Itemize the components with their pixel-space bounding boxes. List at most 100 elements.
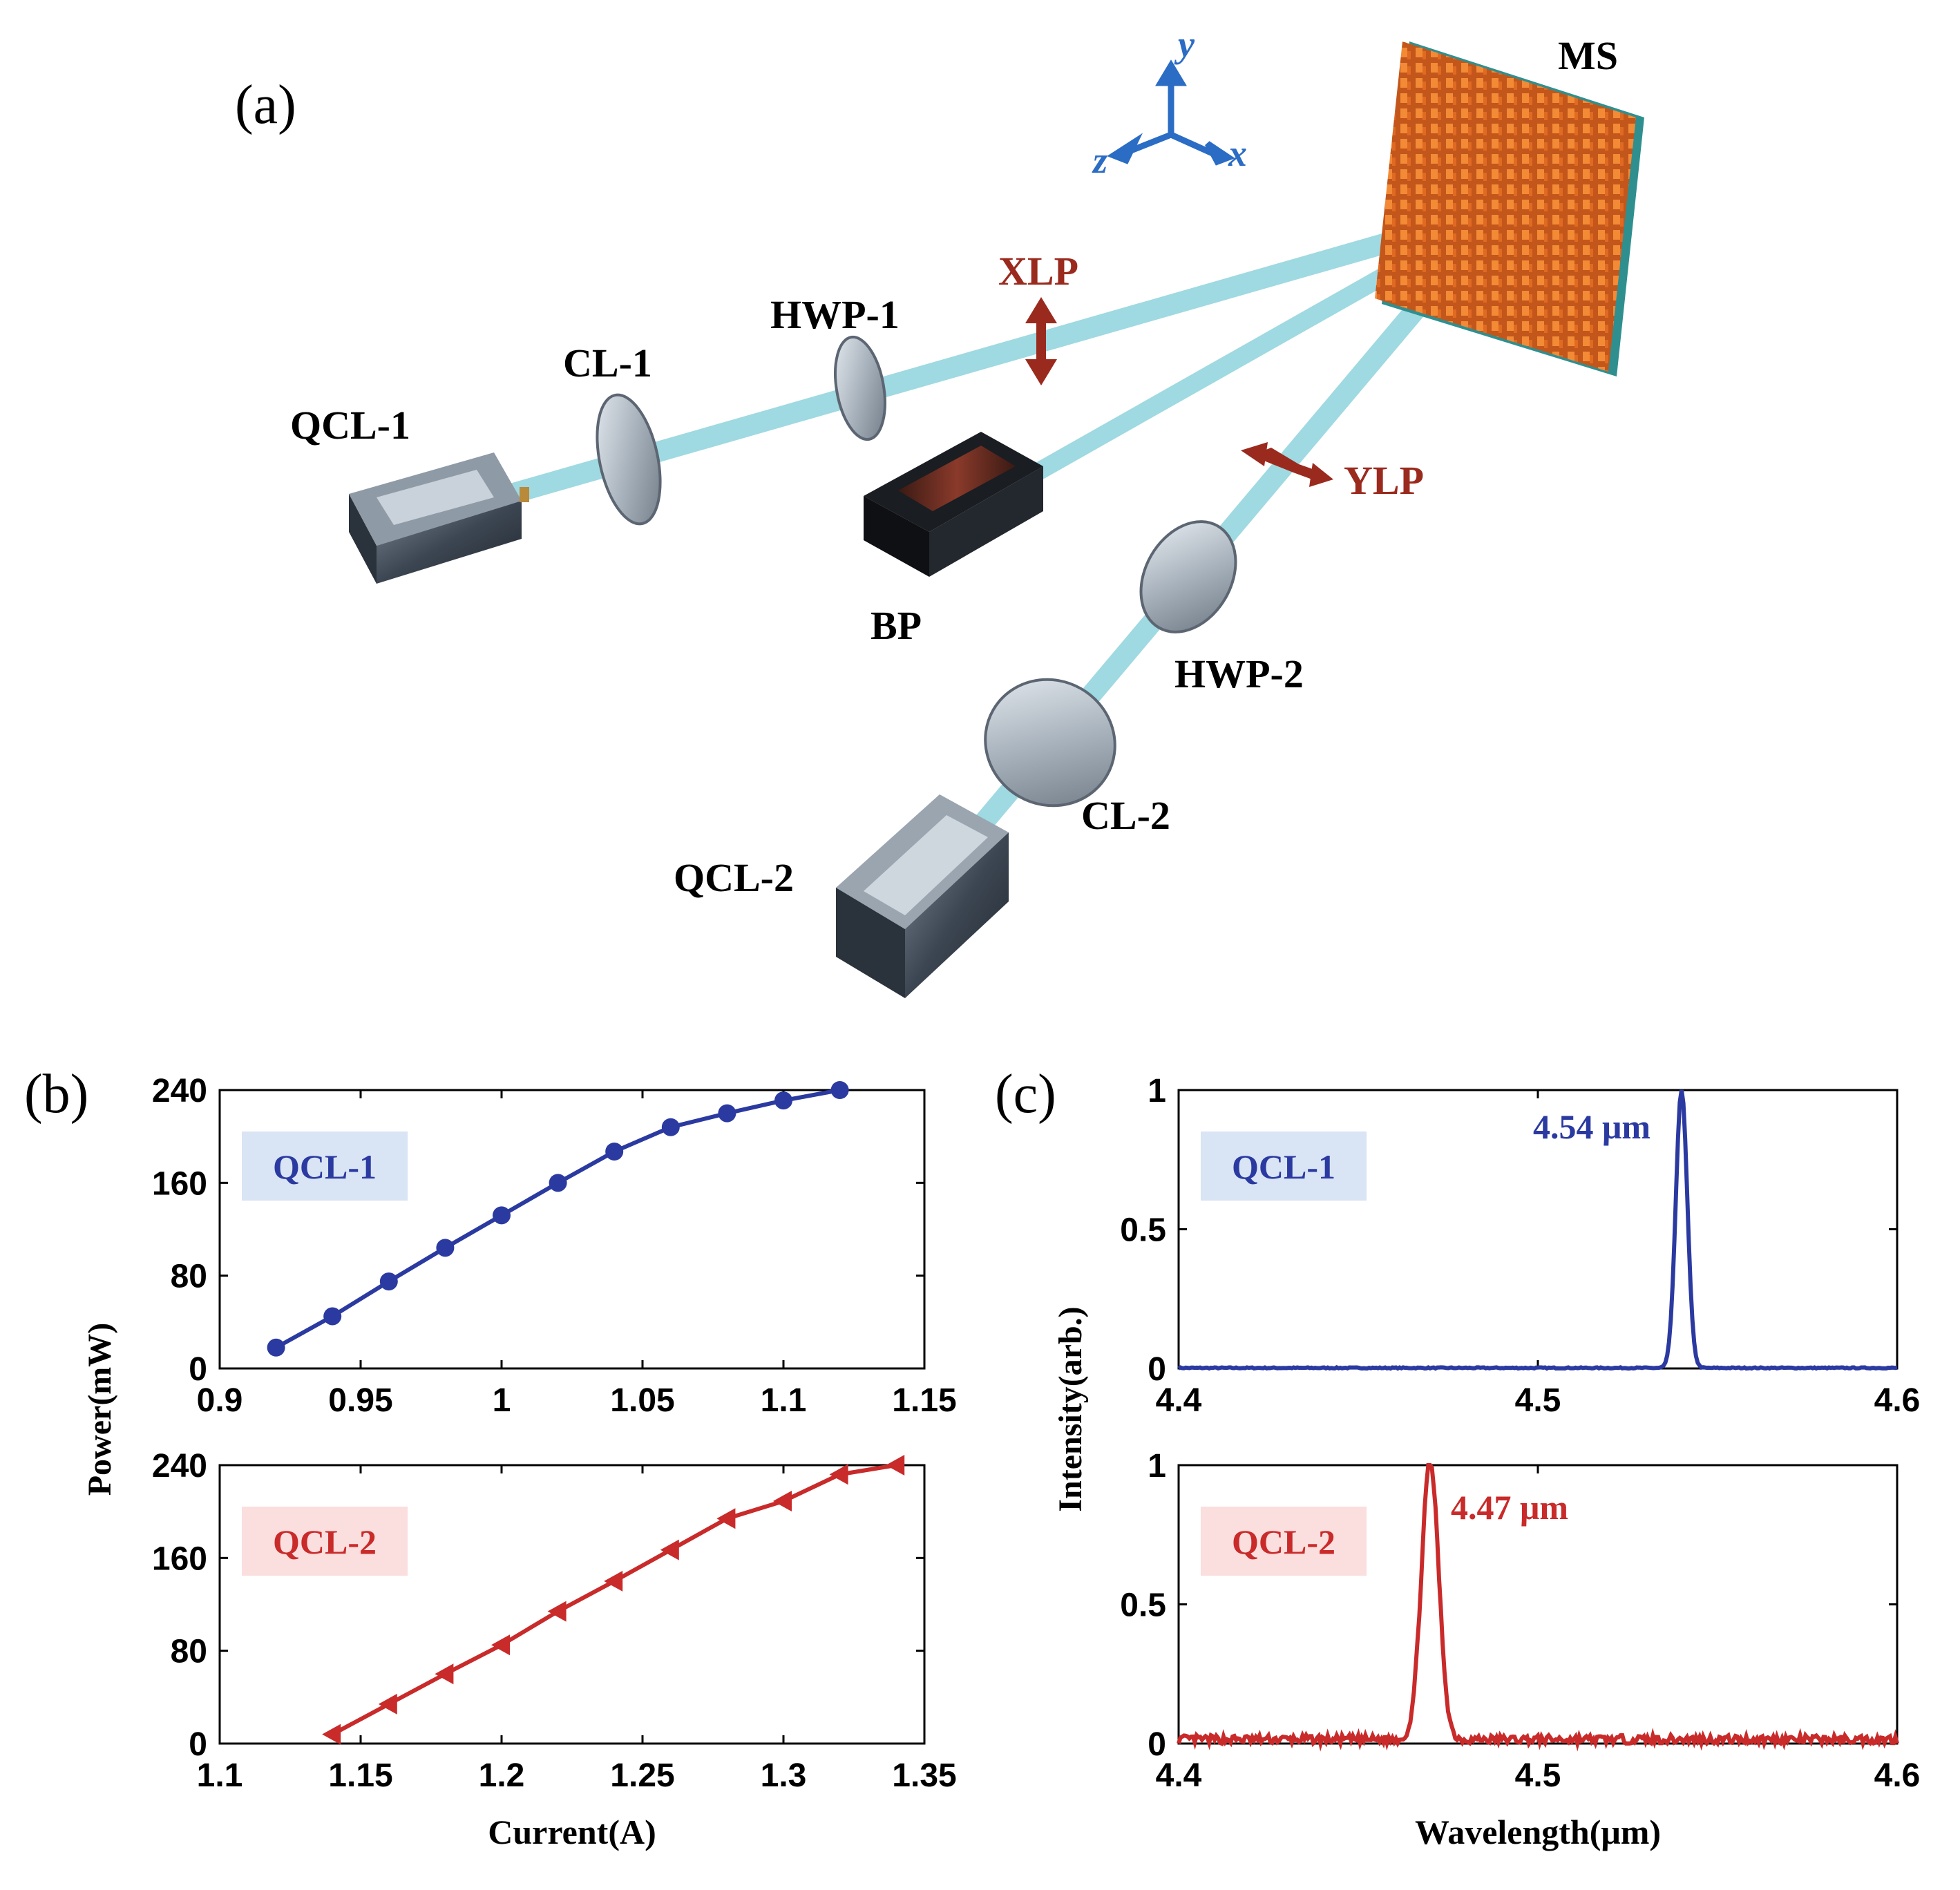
x-tick-label: 4.4 bbox=[1156, 1757, 1202, 1794]
axis-triad bbox=[1107, 59, 1235, 166]
x-tick-label: 1.35 bbox=[892, 1757, 956, 1794]
y-tick-label: 0 bbox=[189, 1726, 207, 1763]
label-hwp1: HWP-1 bbox=[770, 292, 900, 337]
data-point bbox=[491, 1634, 510, 1656]
legend-box bbox=[1201, 1132, 1367, 1201]
xlp-arrow bbox=[1025, 297, 1057, 385]
y-tick-label: 1 bbox=[1148, 1448, 1166, 1485]
axis-z-label: z bbox=[1092, 140, 1107, 181]
plot-c-bottom: 4.4 4.5 4.6 0 0.5 1 QCL-2 4.47 μm Wavelength(μm) bbox=[1120, 1448, 1920, 1851]
data-point bbox=[267, 1338, 285, 1357]
label-bp: BP bbox=[870, 603, 922, 648]
peak-label: 4.47 μm bbox=[1451, 1488, 1568, 1527]
legend-label: QCL-1 bbox=[1232, 1147, 1335, 1186]
legend-label: QCL-1 bbox=[273, 1147, 377, 1186]
axis-x-label: x bbox=[1228, 133, 1247, 174]
panel-b-letter: (b) bbox=[24, 1064, 88, 1125]
series-line bbox=[275, 1088, 841, 1350]
hwp1-plate bbox=[834, 335, 886, 441]
x-tick-label: 1 bbox=[493, 1382, 511, 1419]
y-tick-label: 80 bbox=[171, 1259, 207, 1295]
data-point bbox=[547, 1601, 567, 1622]
data-point bbox=[605, 1142, 624, 1161]
data-point bbox=[718, 1104, 736, 1123]
label-cl2: CL-2 bbox=[1081, 793, 1170, 838]
data-point bbox=[716, 1508, 736, 1529]
y-tick-label: 0 bbox=[1148, 1726, 1166, 1763]
x-tick-label: 1.3 bbox=[761, 1757, 807, 1794]
legend-label: QCL-2 bbox=[1232, 1522, 1335, 1561]
metasurface bbox=[1375, 41, 1644, 376]
x-tick-label: 4.5 bbox=[1515, 1757, 1561, 1794]
data-point bbox=[379, 1272, 398, 1291]
data-point bbox=[322, 1724, 341, 1745]
plots-layer: 0.9 0.95 1 1.05 1.1 1.15 0 80 160 240 QCL-1 1.1 1.15… bbox=[152, 1073, 1920, 1851]
qcl1-device bbox=[349, 452, 529, 584]
data-point bbox=[436, 1239, 455, 1257]
data-point bbox=[378, 1693, 397, 1715]
label-cl1: CL-1 bbox=[563, 341, 652, 385]
y-tick-label: 0.5 bbox=[1120, 1212, 1166, 1249]
x-tick-label: 1.15 bbox=[892, 1382, 956, 1419]
data-point bbox=[660, 1539, 679, 1560]
label-hwp2: HWP-2 bbox=[1174, 651, 1304, 696]
series-line bbox=[331, 1463, 897, 1737]
data-point bbox=[774, 1091, 792, 1110]
y-tick-label: 160 bbox=[152, 1540, 207, 1577]
panel-c-letter: (c) bbox=[995, 1064, 1056, 1125]
data-point bbox=[830, 1081, 849, 1099]
legend-box bbox=[242, 1507, 408, 1576]
plot-c-top: 4.4 4.5 4.6 0 0.5 1 QCL-1 4.54 μm bbox=[1120, 1073, 1920, 1419]
label-ylp: YLP bbox=[1344, 458, 1424, 503]
beam-qcl1 bbox=[501, 200, 1510, 504]
legend-label: QCL-2 bbox=[273, 1522, 377, 1561]
qcl2-device bbox=[836, 794, 1009, 998]
plot-b-top: 0.9 0.95 1 1.05 1.1 1.15 0 80 160 240 QCL-1 bbox=[152, 1073, 957, 1419]
metasurface-pillars bbox=[1375, 41, 1636, 372]
x-tick-label: 4.5 bbox=[1515, 1382, 1561, 1419]
x-tick-label: 1.15 bbox=[328, 1757, 392, 1794]
plot-frame bbox=[218, 1089, 926, 1370]
x-axis-title: Current(A) bbox=[488, 1813, 656, 1851]
x-axis-title: Wavelength(μm) bbox=[1415, 1813, 1661, 1851]
y-tick-label: 80 bbox=[171, 1634, 207, 1670]
label-xlp: XLP bbox=[998, 249, 1078, 294]
hwp2-plate bbox=[1139, 520, 1237, 633]
x-tick-label: 4.4 bbox=[1156, 1382, 1202, 1419]
x-tick-label: 0.9 bbox=[197, 1382, 243, 1419]
data-point bbox=[493, 1206, 511, 1225]
y-tick-label: 0 bbox=[1148, 1351, 1166, 1388]
data-point bbox=[773, 1491, 792, 1512]
legend-box bbox=[1201, 1507, 1367, 1576]
y-tick-label: 0 bbox=[189, 1351, 207, 1388]
legend-box bbox=[242, 1132, 408, 1201]
spectrum-line bbox=[1177, 1089, 1898, 1371]
x-tick-label: 1.1 bbox=[761, 1382, 807, 1419]
plot-b-bottom: 1.1 1.15 1.2 1.25 1.3 1.35 0 80 160 240 QCL-2 Curre… bbox=[152, 1448, 957, 1851]
plot-frame bbox=[218, 1464, 926, 1745]
x-tick-label: 4.6 bbox=[1874, 1757, 1921, 1794]
data-point bbox=[886, 1455, 905, 1476]
x-tick-label: 0.95 bbox=[328, 1382, 392, 1419]
axis-y-label: y bbox=[1174, 23, 1195, 65]
x-tick-label: 1.25 bbox=[610, 1757, 674, 1794]
panel-a-letter: (a) bbox=[235, 75, 296, 135]
data-point bbox=[549, 1174, 567, 1192]
data-point bbox=[435, 1663, 454, 1685]
y-tick-label: 0.5 bbox=[1120, 1587, 1166, 1624]
y-tick-label: 160 bbox=[152, 1165, 207, 1202]
spectrum-line bbox=[1177, 1463, 1899, 1752]
peak-label: 4.54 μm bbox=[1533, 1107, 1650, 1146]
data-point bbox=[604, 1570, 623, 1592]
y-tick-label: 240 bbox=[152, 1073, 207, 1109]
data-point bbox=[661, 1118, 680, 1136]
label-qcl2: QCL-2 bbox=[674, 855, 794, 900]
ylp-arrow bbox=[1241, 442, 1333, 487]
data-point bbox=[323, 1307, 342, 1326]
x-tick-label: 4.6 bbox=[1874, 1382, 1921, 1419]
x-tick-label: 1.2 bbox=[479, 1757, 525, 1794]
bp-filter bbox=[864, 432, 1043, 577]
x-tick-label: 1.1 bbox=[197, 1757, 243, 1794]
x-tick-label: 1.05 bbox=[610, 1382, 674, 1419]
